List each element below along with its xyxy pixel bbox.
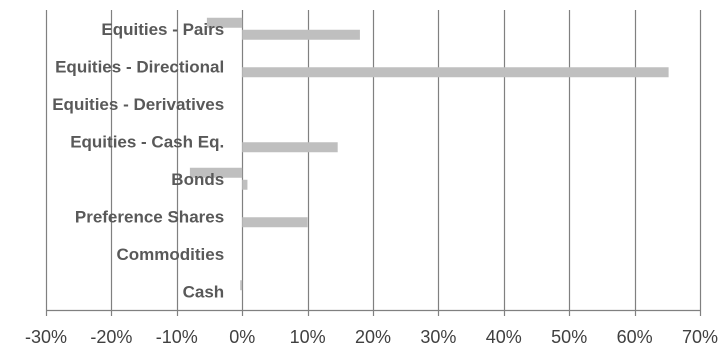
tick-label-8: 50% [551, 327, 587, 347]
bar-1-7 [240, 280, 243, 291]
tick-label-1: -20% [90, 327, 132, 347]
bar-0-0 [242, 29, 360, 40]
bars [189, 17, 669, 291]
tick-label-3: 0% [229, 327, 255, 347]
category-label-0: Equities - Pairs [101, 20, 224, 39]
category-label-1: Equities - Directional [55, 57, 224, 76]
category-labels: Equities - Pairs Equities - Directional Eq… [52, 20, 224, 302]
tick-label-4: 10% [290, 327, 326, 347]
bar-0-4 [242, 179, 248, 190]
tick-label-9: 60% [617, 327, 653, 347]
tick-label-0: -30% [25, 327, 67, 347]
category-label-2: Equities - Derivatives [52, 95, 224, 114]
category-label-6: Commodities [117, 245, 225, 264]
tick-label-6: 30% [420, 327, 456, 347]
category-label-5: Preference Shares [75, 207, 224, 226]
gridlines [45, 10, 702, 316]
tick-label-10: 70% [682, 327, 718, 347]
tick-labels: -30% -20% -10% 0% 10% 20% 30% 40% 50% 60% 70% [25, 327, 718, 347]
category-label-7: Cash [183, 282, 225, 301]
category-label-3: Equities - Cash Eq. [70, 132, 224, 151]
category-label-4: Bonds [171, 170, 224, 189]
bar-0-1 [242, 67, 669, 78]
bar-1-4 [189, 167, 243, 178]
tick-label-7: 40% [486, 327, 522, 347]
bar-0-5 [242, 217, 308, 228]
tick-label-2: -10% [156, 327, 198, 347]
tick-label-5: 20% [355, 327, 391, 347]
bar-1-0 [206, 17, 243, 28]
bar-0-3 [242, 142, 338, 153]
